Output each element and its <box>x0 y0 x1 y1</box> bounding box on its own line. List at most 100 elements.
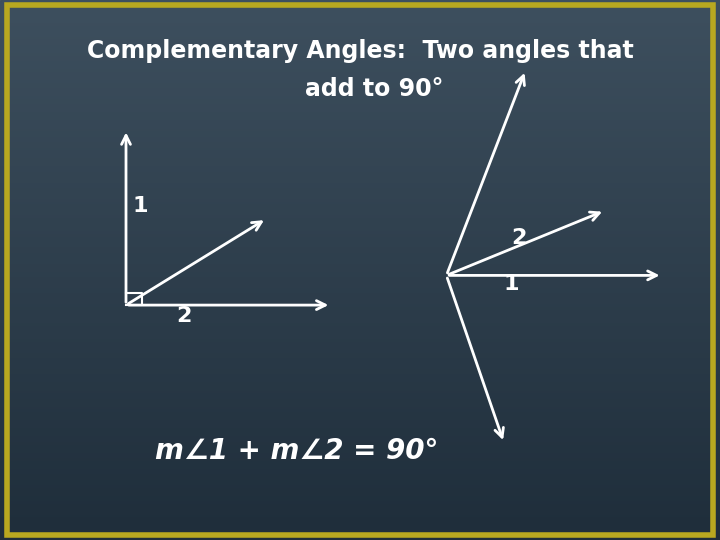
Bar <box>0 356 720 359</box>
Bar <box>0 213 720 216</box>
Bar <box>0 111 720 113</box>
Bar <box>0 416 720 418</box>
Bar <box>0 324 720 327</box>
Bar <box>0 119 720 122</box>
Bar <box>0 437 720 440</box>
Bar <box>0 3 720 5</box>
Bar <box>0 105 720 108</box>
Bar <box>0 424 720 427</box>
Bar <box>0 124 720 127</box>
Bar <box>0 184 720 186</box>
Bar <box>0 297 720 300</box>
Bar <box>0 230 720 232</box>
Bar <box>0 243 720 246</box>
Bar <box>0 362 720 364</box>
Bar <box>0 70 720 73</box>
Bar <box>0 94 720 97</box>
Bar <box>0 284 720 286</box>
Bar <box>0 24 720 27</box>
Bar <box>0 486 720 489</box>
Bar <box>0 68 720 70</box>
Text: 2: 2 <box>176 306 192 326</box>
Bar <box>0 472 720 475</box>
Bar <box>0 73 720 76</box>
Text: 1: 1 <box>504 273 520 294</box>
Text: 2: 2 <box>511 227 526 248</box>
Bar <box>0 516 720 518</box>
Bar <box>0 135 720 138</box>
Bar <box>0 397 720 400</box>
Bar <box>0 289 720 292</box>
Bar <box>0 0 720 3</box>
Bar <box>0 240 720 243</box>
Bar <box>0 359 720 362</box>
Bar <box>0 521 720 524</box>
Bar <box>0 256 720 259</box>
Bar <box>0 537 720 540</box>
Bar <box>0 491 720 494</box>
Bar <box>0 232 720 235</box>
Bar <box>0 89 720 92</box>
Bar <box>0 140 720 143</box>
Bar <box>0 62 720 65</box>
Bar <box>0 165 720 167</box>
Bar <box>0 524 720 526</box>
Bar <box>0 270 720 273</box>
Bar <box>0 38 720 40</box>
Bar <box>0 532 720 535</box>
Bar <box>0 462 720 464</box>
Bar <box>0 467 720 470</box>
Bar <box>0 489 720 491</box>
Bar <box>0 5 720 8</box>
Bar <box>0 248 720 251</box>
Bar <box>0 470 720 472</box>
Bar <box>0 235 720 238</box>
Bar <box>0 316 720 319</box>
Bar <box>0 418 720 421</box>
Bar <box>0 221 720 224</box>
Bar <box>0 408 720 410</box>
Bar <box>0 84 720 86</box>
Bar <box>0 340 720 343</box>
Bar <box>0 162 720 165</box>
Bar <box>0 27 720 30</box>
Bar <box>0 259 720 262</box>
Bar <box>0 429 720 432</box>
Bar <box>0 202 720 205</box>
Bar <box>0 405 720 408</box>
Bar <box>0 143 720 146</box>
Bar <box>0 200 720 202</box>
Bar <box>0 192 720 194</box>
Bar <box>0 176 720 178</box>
Bar <box>0 308 720 310</box>
Bar <box>0 216 720 219</box>
Bar <box>0 208 720 211</box>
Bar <box>0 378 720 381</box>
Bar <box>0 49 720 51</box>
Bar <box>0 494 720 497</box>
Bar <box>0 502 720 505</box>
Bar <box>0 65 720 68</box>
Bar <box>0 381 720 383</box>
Bar <box>0 505 720 508</box>
Bar <box>0 86 720 89</box>
Bar <box>0 127 720 130</box>
Bar <box>0 392 720 394</box>
Bar <box>0 535 720 537</box>
Bar <box>0 211 720 213</box>
Bar <box>0 313 720 316</box>
Bar <box>0 400 720 402</box>
Bar <box>0 51 720 54</box>
Bar <box>0 335 720 338</box>
Bar <box>0 57 720 59</box>
Bar <box>0 500 720 502</box>
Bar <box>0 292 720 294</box>
Bar <box>0 300 720 302</box>
Bar <box>0 413 720 416</box>
Bar <box>0 448 720 451</box>
Bar <box>0 54 720 57</box>
Bar <box>0 481 720 483</box>
Bar <box>0 305 720 308</box>
Bar <box>0 389 720 392</box>
Bar <box>0 508 720 510</box>
